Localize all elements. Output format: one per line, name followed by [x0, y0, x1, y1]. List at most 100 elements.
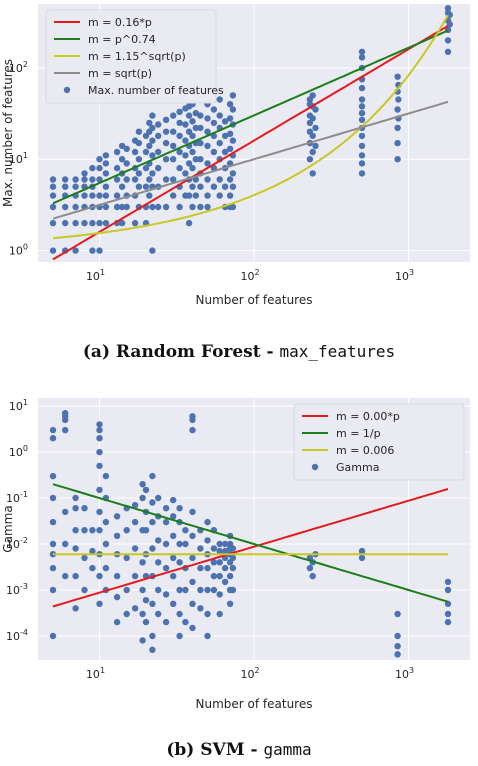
data-point [189, 508, 196, 516]
y-tick-label: 10-4 [6, 628, 28, 643]
data-point [204, 142, 211, 150]
data-point [49, 540, 57, 548]
data-point [358, 160, 366, 167]
data-point [131, 148, 139, 156]
data-point [358, 554, 366, 562]
data-point [123, 586, 130, 594]
data-point [162, 591, 170, 598]
data-point [96, 164, 103, 172]
legend-label: m = p^0.74 [88, 33, 156, 46]
x-axis-label-a: Number of features [196, 293, 313, 307]
data-point [444, 586, 452, 594]
data-point [49, 176, 57, 183]
data-point [155, 148, 162, 156]
data-point [96, 247, 103, 254]
data-point [49, 192, 57, 199]
data-point [96, 426, 103, 434]
data-point [204, 610, 211, 618]
data-point [189, 183, 196, 190]
legend-label: m = sqrt(p) [88, 67, 152, 80]
data-point [149, 646, 156, 653]
fit-lines-a [52, 14, 449, 261]
data-point [210, 106, 218, 113]
data-point [49, 632, 57, 640]
data-point [197, 605, 204, 612]
data-point [81, 176, 88, 183]
data-point [118, 183, 126, 190]
data-point [176, 108, 183, 116]
data-point [102, 540, 110, 548]
data-point [182, 586, 189, 594]
data-point [309, 148, 316, 156]
data-point [96, 486, 103, 494]
y-axis-label-b: Gamma [1, 505, 15, 552]
data-point [189, 532, 196, 540]
data-point [312, 106, 319, 113]
data-point [226, 192, 234, 199]
scatter-points-a [49, 5, 453, 254]
data-point [185, 219, 193, 227]
data-point [146, 176, 153, 183]
data-point [229, 564, 237, 572]
data-point [189, 132, 196, 140]
data-point [176, 559, 183, 566]
y-tick-label: 100 [9, 243, 28, 258]
data-point [155, 203, 162, 211]
legend-label: Max. number of features [88, 84, 224, 97]
data-point [162, 540, 170, 548]
y-tick-label: 10-2 [6, 536, 28, 551]
data-point [96, 462, 103, 470]
data-point [210, 545, 218, 552]
data-point [135, 156, 143, 163]
y-tick-label: 101 [9, 398, 28, 413]
legend-label: m = 1/p [336, 427, 381, 440]
data-point [81, 554, 88, 562]
data-point [113, 203, 121, 211]
panel-b: 101 102 103 10-4 10-3 10-2 10-1 100 101 Number … [1, 398, 470, 760]
data-point [216, 591, 223, 598]
data-point [216, 610, 223, 618]
data-point [170, 532, 177, 540]
data-point [229, 545, 237, 552]
data-point [155, 586, 162, 594]
data-point [142, 597, 150, 604]
data-point [192, 124, 199, 132]
data-point [210, 572, 218, 580]
x-tick-label: 102 [240, 268, 259, 283]
data-point [358, 152, 366, 159]
data-point [135, 139, 143, 147]
x-ticks-a: 101 102 103 [86, 268, 414, 283]
data-point [72, 572, 79, 580]
data-point [221, 564, 229, 572]
data-point [189, 624, 196, 632]
data-point [135, 128, 143, 135]
data-point [102, 160, 110, 167]
caption-b-code: gamma [263, 740, 311, 759]
data-point [170, 176, 177, 183]
data-point [176, 164, 183, 172]
data-point [189, 426, 196, 434]
data-point [229, 203, 237, 211]
data-point [61, 426, 69, 434]
data-point [149, 152, 156, 159]
data-point [162, 618, 170, 626]
y-tick-label: 10-1 [6, 490, 28, 505]
legend-label: m = 0.00*p [336, 410, 400, 423]
data-point [81, 219, 88, 227]
data-point [113, 148, 121, 156]
data-point [131, 219, 139, 227]
y-ticks-b: 10-4 10-3 10-2 10-1 100 101 [6, 398, 28, 643]
data-point [221, 183, 229, 190]
data-point [102, 518, 110, 526]
data-point [89, 164, 96, 172]
data-point [96, 448, 103, 456]
data-point [123, 160, 130, 167]
legend-label: m = 0.006 [336, 444, 394, 457]
data-point [49, 494, 57, 502]
data-point [312, 142, 319, 150]
data-point [221, 540, 229, 548]
data-point [118, 219, 126, 227]
data-point [197, 203, 204, 211]
y-ticks-a: 100 101 102 [9, 60, 28, 258]
data-point [61, 508, 69, 516]
